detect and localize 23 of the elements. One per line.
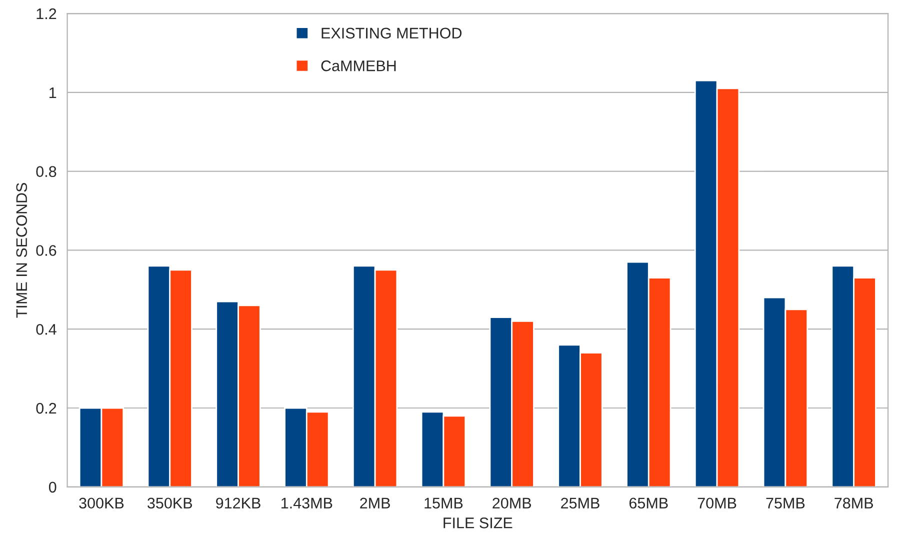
- y-axis-title: TIME IN SECONDS: [16, 183, 28, 318]
- x-tick-label: 20MB: [492, 498, 531, 509]
- y-tick-label: 0.4: [36, 324, 56, 335]
- y-tick-label: 0.6: [36, 245, 56, 256]
- y-tick-label: 0.8: [36, 166, 56, 178]
- x-tick-label: 2MB: [360, 498, 390, 508]
- y-tick-label: 0: [48, 482, 56, 493]
- legend-label: EXISTING METHOD: [322, 28, 462, 39]
- x-axis-title: FILE SIZE: [444, 518, 512, 528]
- legend-label: CaMMEBH: [321, 60, 396, 72]
- x-tick-label: 25MB: [561, 498, 600, 509]
- x-tick-label: 15MB: [424, 498, 463, 509]
- y-tick-label: 0.2: [36, 402, 56, 414]
- x-tick-label: 350KB: [148, 498, 192, 509]
- x-tick-label: 912KB: [216, 498, 260, 509]
- x-tick-label: 65MB: [629, 498, 668, 509]
- x-tick-label: 75MB: [766, 498, 805, 509]
- x-tick-label: 300KB: [79, 498, 124, 509]
- x-tick-label: 70MB: [698, 498, 736, 509]
- x-tick-label: 1.43MB: [282, 498, 332, 509]
- y-tick-label: 1: [50, 87, 56, 98]
- y-tick-label: 1.2: [36, 8, 56, 20]
- x-tick-label: 78MB: [834, 498, 873, 509]
